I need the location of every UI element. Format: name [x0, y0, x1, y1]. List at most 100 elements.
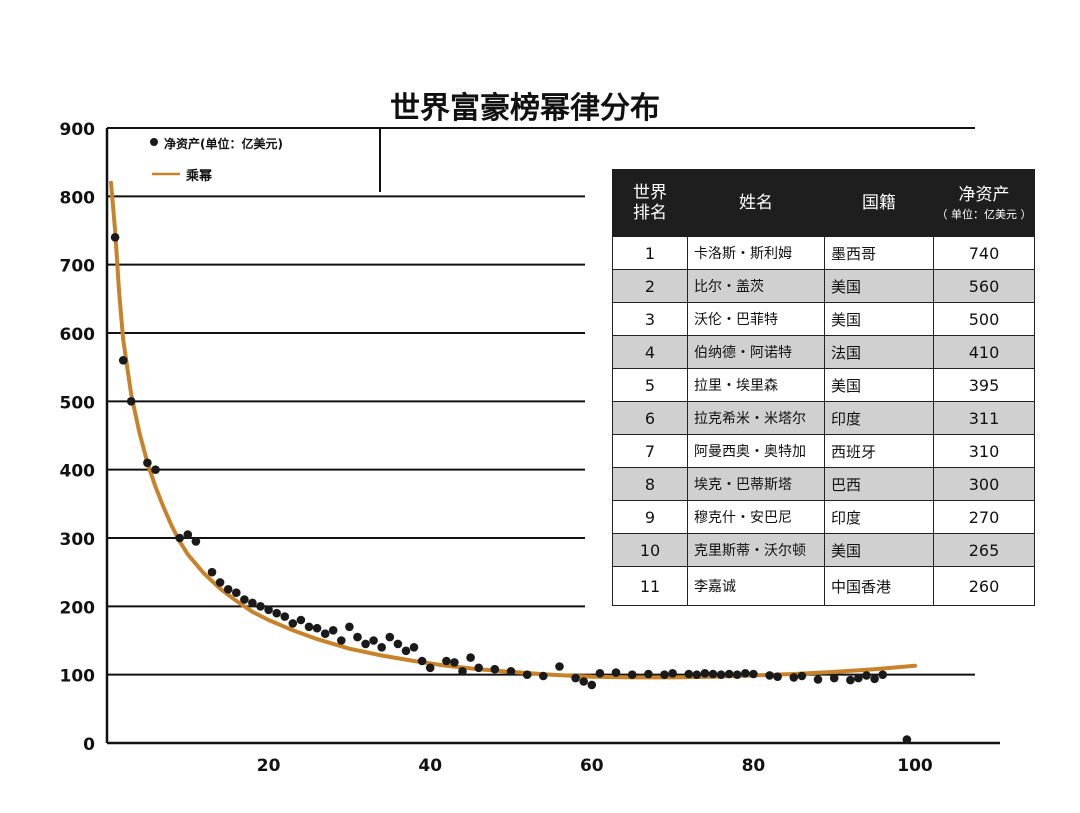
data-point [644, 669, 653, 679]
y-tick-label: 100 [60, 667, 96, 687]
nationality-cell: 印度 [824, 500, 934, 534]
data-point [240, 595, 249, 604]
table-row: 7 阿曼西奥・奥特加 西班牙 310 [612, 434, 1035, 468]
worth-cell: 265 [933, 533, 1035, 567]
rank-cell: 3 [612, 302, 688, 336]
data-point [846, 675, 855, 685]
header-worth-unit: （ 单位：亿美元 ） [936, 208, 1032, 222]
table-row: 9 穆克什・安巴尼 印度 270 [612, 500, 1035, 534]
data-point [555, 662, 564, 671]
nationality-cell: 中国香港 [824, 566, 934, 606]
header-name: 姓名 [687, 169, 825, 237]
header-nationality: 国籍 [824, 169, 934, 237]
nationality-cell: 法国 [824, 335, 934, 369]
data-point [417, 656, 427, 666]
legend-label-networth: 净资产(单位：亿美元) [164, 136, 283, 151]
data-point [425, 663, 435, 673]
data-point [579, 677, 588, 686]
data-point [110, 233, 120, 242]
data-point [207, 567, 217, 577]
data-point [264, 605, 273, 615]
y-tick-label: 700 [60, 257, 96, 277]
data-point [587, 680, 597, 690]
data-point [248, 598, 257, 608]
data-point [401, 646, 411, 656]
table-row: 3 沃伦・巴菲特 美国 500 [612, 302, 1035, 336]
name-cell: 拉里・埃里森 [687, 368, 825, 402]
data-point [749, 669, 758, 679]
data-point [716, 670, 726, 679]
legend-dot-marker [150, 138, 158, 146]
rank-cell: 10 [612, 533, 688, 567]
worth-cell: 310 [933, 434, 1035, 468]
name-cell: 比尔・盖茨 [687, 269, 825, 303]
table-row: 2 比尔・盖茨 美国 560 [612, 269, 1035, 303]
rank-cell: 8 [612, 467, 688, 501]
x-tick-labels: 20 40 60 80 100 [257, 756, 933, 776]
table-body: 1 卡洛斯・斯利姆 墨西哥 740 2 比尔・盖茨 美国 560 3 沃伦・巴菲特 美国 500 4 伯纳… [612, 236, 1035, 606]
data-point [361, 639, 370, 649]
y-tick-label: 0 [83, 735, 95, 755]
worth-cell: 260 [933, 566, 1035, 606]
worth-cell: 270 [933, 500, 1035, 534]
rich-list-panel: 世界 排名 姓名 国籍 净资产 （ 单位：亿美元 ） 1 卡洛斯・斯利姆 墨西哥 74… [585, 135, 1060, 647]
worth-cell: 395 [933, 368, 1035, 402]
chart-title: 世界富豪榜幂律分布 [390, 91, 660, 126]
data-point [385, 632, 395, 642]
data-point [829, 673, 839, 683]
table-row: 10 克里斯蒂・沃尔顿 美国 265 [612, 533, 1035, 567]
y-tick-labels: 0 100 200 300 400 500 600 700 800 900 [60, 120, 96, 755]
data-point [627, 670, 637, 679]
worth-cell: 500 [933, 302, 1035, 336]
name-cell: 拉克希米・米塔尔 [687, 401, 825, 435]
header-rank-line2: 排名 [633, 203, 667, 223]
name-cell: 埃克・巴蒂斯塔 [687, 467, 825, 501]
nationality-cell: 美国 [824, 302, 934, 336]
data-point [522, 670, 532, 679]
table-row: 1 卡洛斯・斯利姆 墨西哥 740 [612, 236, 1035, 270]
data-point [506, 667, 516, 676]
data-point [296, 615, 306, 625]
data-point [118, 356, 128, 365]
x-tick-label: 80 [742, 756, 766, 776]
data-point [328, 626, 338, 635]
data-point [878, 670, 887, 679]
data-point [595, 669, 605, 678]
data-point [539, 671, 548, 681]
data-point [611, 668, 621, 677]
name-cell: 克里斯蒂・沃尔顿 [687, 533, 825, 567]
data-point [393, 639, 403, 649]
data-point [151, 465, 160, 475]
header-worth-label: 净资产 [958, 184, 1010, 205]
worth-cell: 740 [933, 236, 1035, 270]
data-point [660, 670, 669, 679]
rank-cell: 2 [612, 269, 688, 303]
data-point [765, 671, 774, 680]
data-point [458, 667, 467, 676]
data-point [320, 629, 330, 638]
rank-cell: 6 [612, 401, 688, 435]
data-point [232, 588, 241, 597]
data-point [466, 653, 475, 662]
nationality-cell: 墨西哥 [824, 236, 934, 270]
rank-cell: 4 [612, 335, 688, 369]
data-point [700, 669, 710, 678]
worth-cell: 410 [933, 335, 1035, 369]
data-point [126, 397, 136, 406]
data-point [571, 673, 580, 683]
data-point [708, 669, 718, 679]
nationality-cell: 美国 [824, 533, 934, 567]
nationality-cell: 美国 [824, 269, 934, 303]
data-point [175, 533, 184, 543]
data-point [345, 622, 354, 632]
data-point [724, 669, 734, 679]
data-point [337, 636, 346, 645]
data-point [474, 663, 484, 673]
data-point [450, 658, 459, 667]
data-point [741, 669, 750, 678]
data-point [668, 669, 677, 678]
nationality-cell: 巴西 [824, 467, 934, 501]
data-point [143, 458, 152, 468]
rank-cell: 1 [612, 236, 688, 270]
